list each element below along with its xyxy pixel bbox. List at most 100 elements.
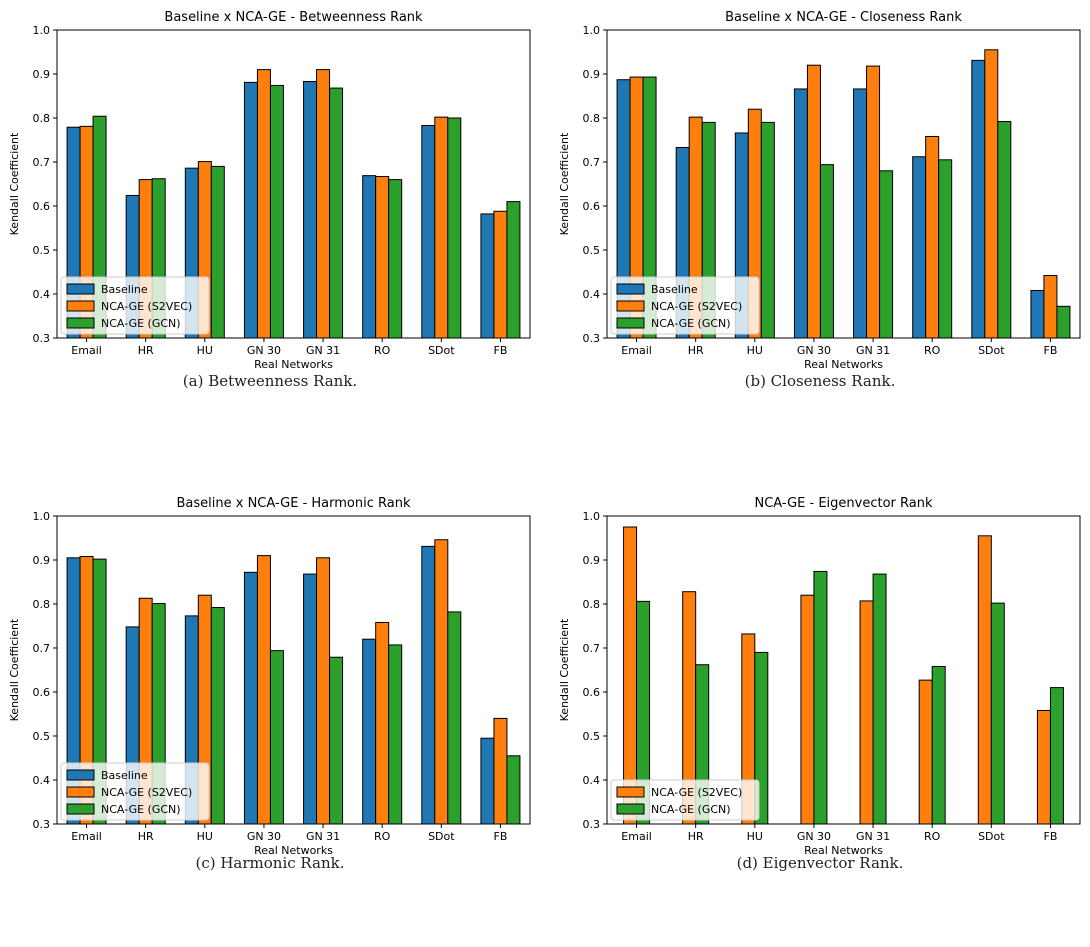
plot-frame: [606, 29, 1081, 339]
y-tick-label: 0.3: [33, 332, 51, 345]
legend-label-nca-ge-gcn: NCA-GE (GCN): [651, 317, 731, 330]
x-tick-label: GN 31: [306, 344, 340, 357]
y-tick-label: 0.3: [583, 818, 601, 831]
y-tick-label: 0.5: [583, 730, 601, 743]
bar-nca-ge-gcn-gn-30: [269, 84, 284, 339]
bar-nca-ge-gcn-hu: [210, 165, 225, 339]
bar-nca-ge-gcn-gn-30: [813, 570, 828, 825]
bar-nca-ge-gcn-hu: [760, 121, 775, 339]
legend-swatch-nca-ge-gcn: [616, 317, 645, 329]
legend-label-baseline: Baseline: [101, 283, 148, 296]
x-tick-label: HR: [138, 344, 154, 357]
x-tick-label: GN 31: [856, 830, 890, 843]
bar-nca-ge-gcn-gn-30: [269, 650, 284, 825]
bar-baseline-gn-31: [853, 88, 868, 339]
x-axis-label: Real Networks: [804, 358, 883, 371]
bar-nca-ge-s2vec-gn-31: [866, 65, 881, 339]
y-tick-label: 0.4: [583, 288, 601, 301]
y-axis-label: Kendall Coefficient: [558, 618, 571, 721]
legend-label-nca-ge-s2vec: NCA-GE (S2VEC): [651, 300, 742, 313]
y-tick-label: 0.8: [33, 598, 51, 611]
chart-harmonic: Baseline x NCA-GE - Harmonic Rank 0.3 0.4 0…: [8, 496, 531, 857]
legend-label-nca-ge-gcn: NCA-GE (GCN): [651, 803, 731, 816]
chart-panel-harmonic: Baseline x NCA-GE - Harmonic Rank 0.3 0.4 0…: [0, 486, 540, 896]
y-tick-label: 0.7: [583, 642, 601, 655]
chart-title: NCA-GE - Eigenvector Rank: [755, 496, 933, 511]
bar-baseline-sdot: [421, 545, 436, 825]
chart-eigenvector: NCA-GE - Eigenvector Rank 0.3 0.4 0.5 0.6 0.7…: [558, 496, 1081, 857]
chart-title: Baseline x NCA-GE - Harmonic Rank: [177, 496, 411, 511]
x-tick-label: HR: [688, 344, 704, 357]
y-axis-label: Kendall Coefficient: [8, 132, 21, 235]
y-tick-label: 0.4: [33, 774, 51, 787]
y-tick-label: 0.4: [583, 774, 601, 787]
x-tick-label: GN 30: [797, 344, 831, 357]
bar-baseline-sdot: [971, 59, 986, 339]
y-tick-label: 0.5: [583, 244, 601, 257]
x-tick-label: GN 30: [247, 344, 281, 357]
x-tick-label: HU: [197, 830, 213, 843]
x-tick-label: GN 30: [797, 830, 831, 843]
x-tick-label: RO: [924, 344, 941, 357]
bar-nca-ge-s2vec-gn-31: [316, 557, 331, 825]
bar-baseline-fb: [1030, 289, 1045, 339]
bar-nca-ge-gcn-gn-30: [819, 164, 834, 339]
legend-swatch-nca-ge-s2vec: [616, 300, 645, 312]
chart-title: Baseline x NCA-GE - Betweenness Rank: [164, 10, 423, 25]
y-tick-label: 0.3: [33, 818, 51, 831]
legend-label-nca-ge-s2vec: NCA-GE (S2VEC): [651, 786, 742, 799]
bar-baseline-gn-31: [303, 80, 318, 339]
y-tick-label: 0.9: [33, 68, 51, 81]
bar-baseline-fb: [480, 213, 495, 339]
x-tick-label: HU: [747, 830, 763, 843]
chart-title: Baseline x NCA-GE - Closeness Rank: [725, 10, 962, 25]
bar-nca-ge-s2vec-sdot: [434, 116, 449, 339]
bar-baseline-gn-30: [243, 81, 258, 339]
legend-label-baseline: Baseline: [101, 769, 148, 782]
x-tick-label: HR: [688, 830, 704, 843]
x-tick-label: HR: [138, 830, 154, 843]
legend-swatch-baseline: [616, 283, 645, 295]
chart-panel-eigenvector: NCA-GE - Eigenvector Rank 0.3 0.4 0.5 0.6 0.7…: [550, 486, 1090, 896]
legend-swatch-nca-ge-gcn: [616, 803, 645, 815]
x-tick-label: SDot: [428, 344, 455, 357]
legend-swatch-nca-ge-gcn: [66, 317, 95, 329]
x-tick-label: RO: [924, 830, 941, 843]
chart-panel-betweenness: Baseline x NCA-GE - Betweenness Rank 0.3 0…: [0, 0, 540, 410]
y-tick-label: 0.4: [33, 288, 51, 301]
y-tick-label: 0.8: [33, 112, 51, 125]
chart-betweenness: Baseline x NCA-GE - Betweenness Rank 0.3 0…: [8, 10, 531, 371]
x-tick-label: RO: [374, 344, 391, 357]
y-tick-label: 0.9: [583, 68, 601, 81]
x-tick-label: GN 31: [306, 830, 340, 843]
bar-nca-ge-s2vec-gn-30: [806, 64, 821, 339]
bar-nca-ge-gcn-ro: [931, 665, 946, 825]
x-tick-label: HU: [197, 344, 213, 357]
legend-swatch-nca-ge-s2vec: [66, 300, 95, 312]
y-tick-label: 0.3: [583, 332, 601, 345]
y-tick-label: 0.7: [33, 642, 51, 655]
bar-nca-ge-gcn-fb: [1056, 305, 1071, 339]
legend-box: [610, 779, 760, 821]
bar-nca-ge-s2vec-email: [623, 526, 638, 825]
legend-box: [60, 762, 210, 821]
caption-harmonic: (c) Harmonic Rank.: [195, 854, 345, 872]
y-axis-label: Kendall Coefficient: [558, 132, 571, 235]
y-tick-label: 0.7: [583, 156, 601, 169]
bar-nca-ge-gcn-gn-31: [879, 170, 894, 339]
bar-nca-ge-s2vec-gn-31: [316, 69, 331, 339]
bar-nca-ge-s2vec-gn-31: [859, 600, 874, 825]
bar-nca-ge-s2vec-ro: [925, 135, 940, 339]
bar-nca-ge-gcn-fb: [506, 755, 521, 825]
x-axis-label: Real Networks: [254, 358, 333, 371]
x-tick-label: Email: [621, 830, 652, 843]
y-tick-label: 0.9: [33, 554, 51, 567]
bar-nca-ge-s2vec-sdot: [434, 539, 449, 825]
y-tick-label: 0.6: [33, 686, 51, 699]
bar-baseline-gn-31: [303, 573, 318, 825]
x-axis-label: Real Networks: [804, 844, 883, 857]
x-tick-label: SDot: [978, 344, 1005, 357]
bar-baseline-gn-30: [793, 88, 808, 339]
y-tick-label: 1.0: [583, 510, 601, 523]
bar-nca-ge-s2vec-gn-30: [256, 69, 271, 339]
